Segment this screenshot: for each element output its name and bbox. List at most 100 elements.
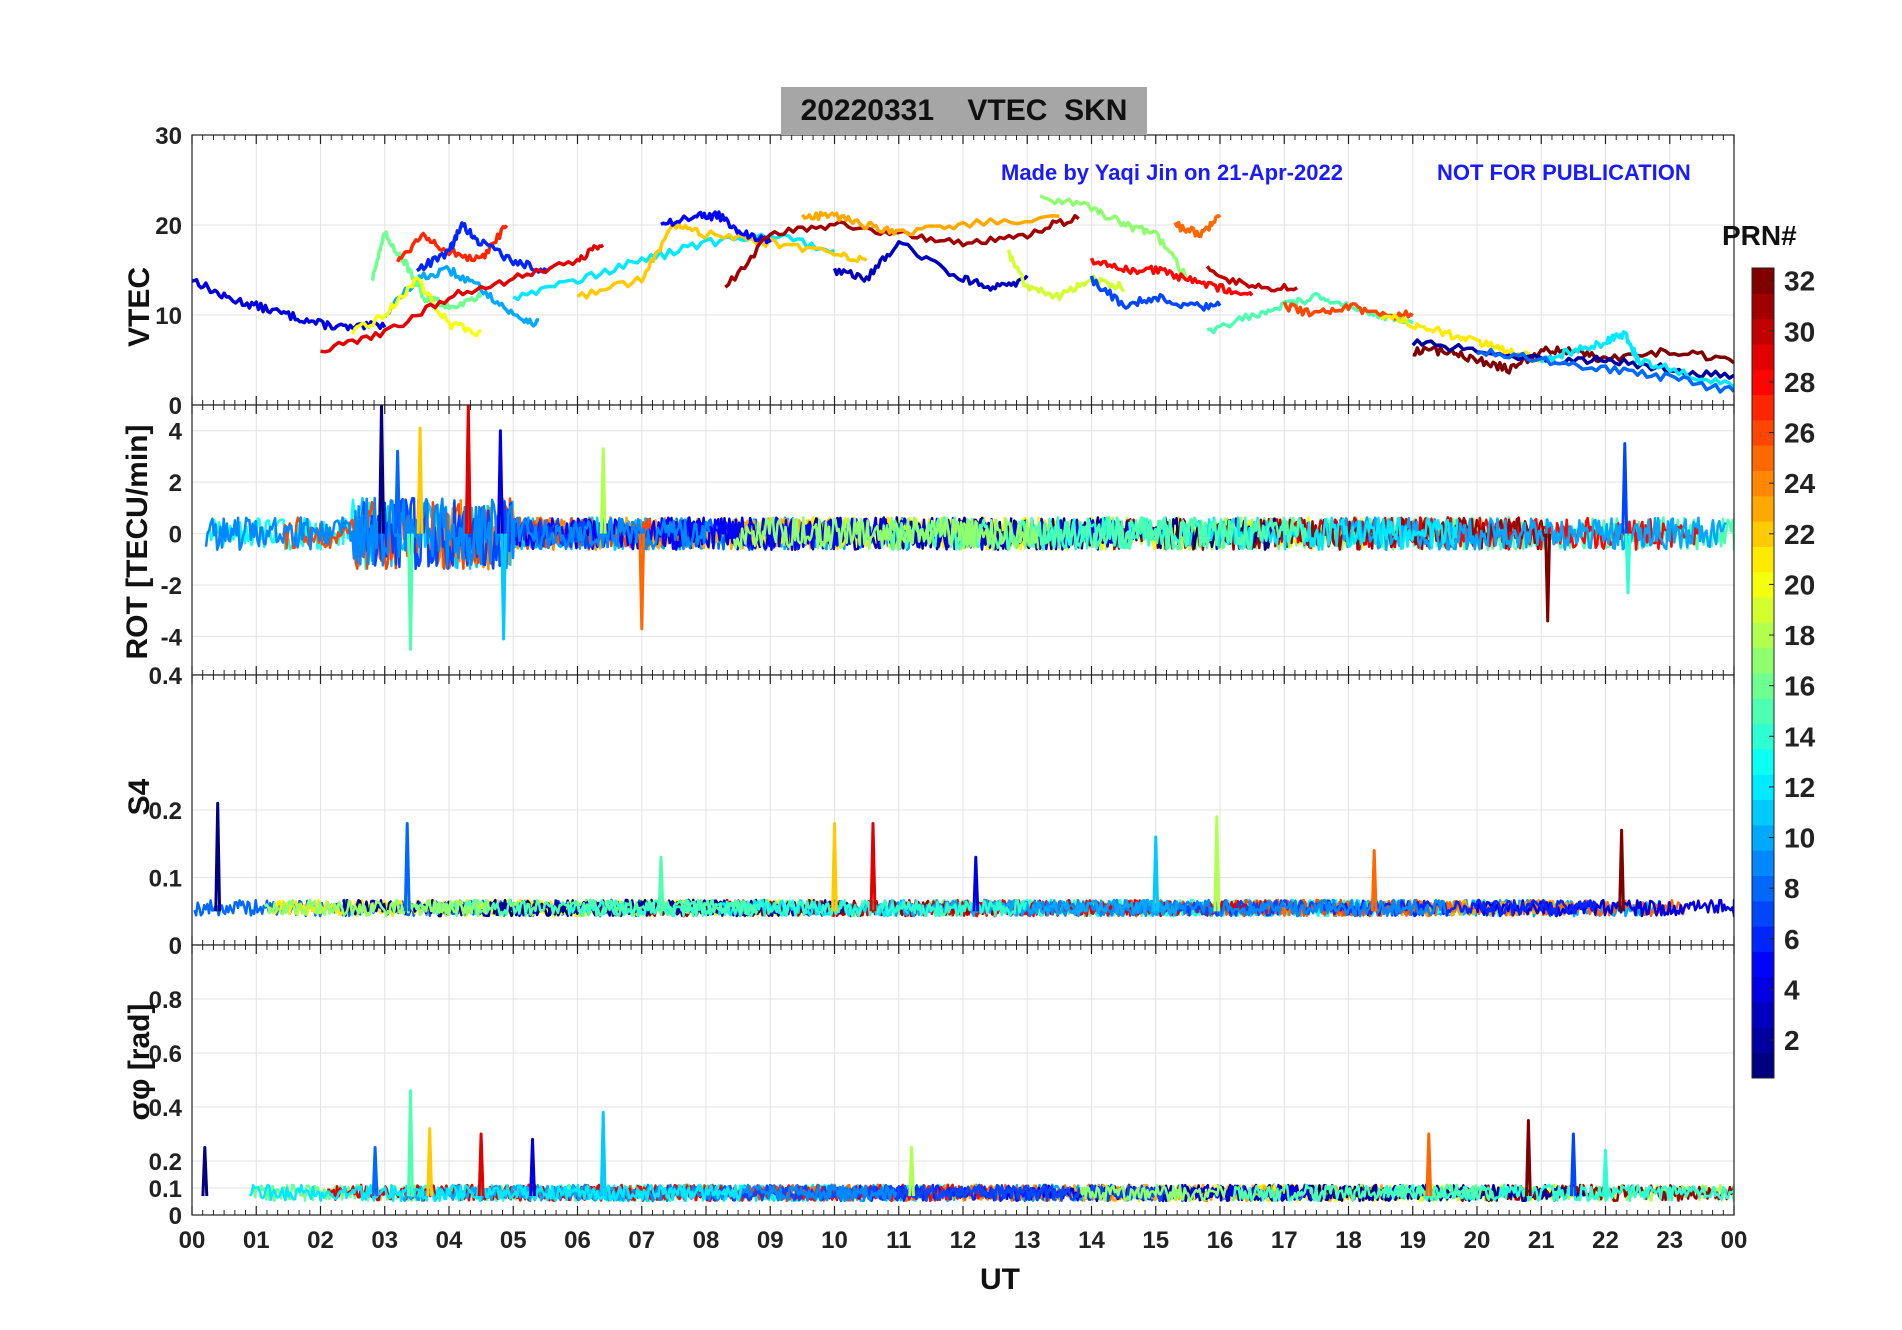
colorbar-tick-label: 12 [1784,772,1815,803]
colorbar-segment [1752,976,1774,1003]
spike-mark [1618,828,1625,912]
colorbar-segment [1752,723,1774,750]
y-tick-label: 0.4 [149,663,183,690]
x-tick-label: 00 [1721,1227,1748,1254]
vtec-series-line [800,210,1060,237]
spike-mark [1621,442,1629,534]
colorbar-tick-label: 24 [1784,468,1816,499]
spike-mark [214,801,222,912]
spike-mark [972,855,980,912]
colorbar-segment [1752,824,1774,851]
plot-area [201,1089,1734,1203]
spike-mark [599,447,607,534]
ylabel-vtec: VTEC [123,267,156,348]
y-tick-label: -2 [161,573,182,600]
spike-mark [497,429,504,534]
colorbar-segment [1752,698,1774,725]
y-tick-label: 10 [155,303,182,330]
spike-mark [416,426,424,534]
spike-mark [908,1146,915,1197]
noise-trace [732,516,1040,551]
colorbar-segment [1752,1002,1774,1028]
y-tick-label: 20 [155,213,182,240]
y-tick-label: 4 [169,419,183,446]
x-tick-label: 20 [1464,1227,1491,1254]
y-tick-label: 0.1 [149,866,182,893]
x-tick-label: 03 [371,1227,398,1254]
colorbar-tick-label: 16 [1784,671,1815,702]
colorbar-segment [1752,343,1774,370]
colorbar-tick-label: 6 [1784,924,1800,955]
ylabel-rot: ROT [TECU/min] [121,424,154,660]
spike-mark [407,1089,414,1197]
colorbar-segment [1752,318,1774,345]
colorbar-segment [1752,799,1774,826]
spike-mark [1425,1132,1433,1197]
x-tick-label: 17 [1271,1227,1298,1254]
x-tick-label: 08 [693,1227,720,1254]
vtec-series-line [1205,265,1298,293]
x-tick-label: 09 [757,1227,784,1254]
colorbar-segment [1752,1052,1774,1079]
noise-trace [1186,516,1459,552]
x-tick-label: 15 [1142,1227,1169,1254]
vtec-series-line [192,278,387,332]
ylabel-s4: S4 [123,778,156,816]
x-tick-label: 14 [1078,1227,1105,1254]
figure-title: 20220331 VTEC SKN [781,87,1147,135]
spike-mark [1569,1132,1577,1197]
colorbar-segment [1752,926,1774,952]
colorbar-tick-label: 28 [1784,367,1815,398]
credit-made-by: Made by Yaqi Jin on 21-Apr-2022 [1001,160,1343,185]
colorbar-segment [1752,748,1774,775]
x-tick-label: 07 [628,1227,655,1254]
y-tick-label: 0.8 [149,987,182,1014]
spike-mark [831,822,838,912]
spike-mark [1525,1119,1532,1197]
x-tick-label: 23 [1656,1227,1683,1254]
colorbar-segment [1752,546,1774,573]
y-tick-label: 0 [169,1203,182,1230]
x-tick-label: 10 [821,1227,848,1254]
x-tick-label: 11 [886,1227,911,1254]
vtec-series-line [1006,249,1126,302]
noise-trace [884,516,1308,551]
vtec-series-line [1089,257,1254,297]
x-tick-label: 19 [1399,1227,1426,1254]
vtec-series-line [1089,275,1222,312]
colorbar-tick-label: 2 [1784,1025,1800,1056]
x-tick-label: 21 [1528,1227,1555,1254]
spike-mark [477,1132,485,1197]
colorbar-tick-label: 10 [1784,823,1815,854]
x-tick-label: 18 [1335,1227,1362,1254]
spike-mark [407,533,414,651]
colorbar-segment [1752,597,1774,623]
colorbar-segment [1752,900,1774,927]
colorbar-segment [1752,571,1774,598]
noise-trace [566,898,1028,918]
x-tick-label: 02 [307,1227,334,1254]
noise-trace [1474,898,1734,918]
colorbar-segment [1752,470,1774,497]
vtec-series-line [1476,347,1734,394]
colorbar-tick-label: 8 [1784,873,1800,904]
spike-mark [394,449,401,534]
x-tick-label: 05 [500,1227,527,1254]
colorbar-segment [1752,369,1774,396]
vtec-series-line [724,214,1080,289]
x-tick-label: 12 [950,1227,977,1254]
vtec-series-line [415,221,547,274]
colorbar-segment [1752,673,1774,699]
plot-area [192,194,1734,394]
plot-area [193,801,1734,918]
title-station: SKN [1064,94,1128,127]
vtec-series-line [1412,345,1734,375]
noise-trace [1079,1183,1227,1203]
noise-trace [248,1183,747,1203]
xaxis-label: UT [980,1263,1020,1296]
plot-area [204,405,1734,651]
noise-trace [1231,1183,1495,1203]
y-tick-label: 30 [155,123,182,150]
spike-mark [529,1137,536,1197]
